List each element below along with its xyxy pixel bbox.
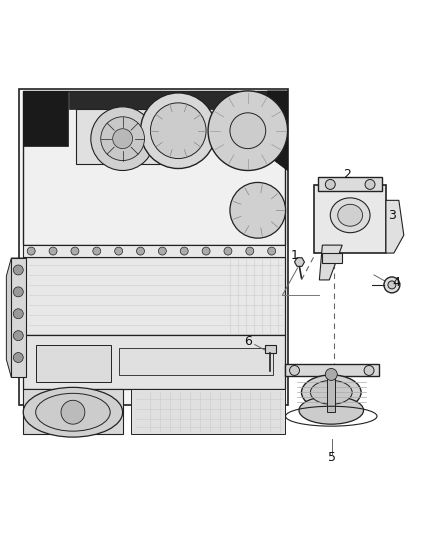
Circle shape	[101, 117, 145, 160]
Bar	[265, 345, 276, 352]
Bar	[69, 91, 285, 109]
Bar	[131, 389, 285, 434]
Ellipse shape	[311, 381, 352, 404]
FancyBboxPatch shape	[19, 89, 288, 405]
Circle shape	[27, 247, 35, 255]
Circle shape	[49, 247, 57, 255]
Circle shape	[230, 113, 266, 149]
Circle shape	[224, 247, 232, 255]
Text: 2: 2	[343, 168, 351, 181]
Ellipse shape	[301, 375, 361, 410]
Polygon shape	[386, 200, 404, 253]
Circle shape	[384, 277, 400, 293]
Circle shape	[61, 400, 85, 424]
Bar	[11, 258, 26, 377]
Ellipse shape	[338, 204, 363, 226]
Text: 3: 3	[388, 209, 396, 222]
Polygon shape	[7, 258, 23, 377]
Circle shape	[202, 247, 210, 255]
Circle shape	[364, 366, 374, 375]
Circle shape	[230, 182, 286, 238]
Circle shape	[325, 180, 335, 189]
Circle shape	[365, 180, 375, 189]
Circle shape	[150, 103, 206, 158]
Circle shape	[388, 281, 396, 289]
Circle shape	[159, 247, 166, 255]
Circle shape	[115, 247, 123, 255]
Circle shape	[141, 93, 216, 168]
Circle shape	[93, 247, 101, 255]
Ellipse shape	[330, 198, 370, 233]
Circle shape	[71, 247, 79, 255]
Text: 4: 4	[392, 277, 400, 289]
Polygon shape	[319, 245, 342, 280]
Bar	[23, 257, 285, 335]
Bar	[23, 91, 285, 245]
Circle shape	[13, 330, 23, 341]
Circle shape	[268, 247, 276, 255]
Bar	[23, 335, 285, 389]
Ellipse shape	[35, 393, 110, 431]
Circle shape	[91, 107, 155, 171]
Polygon shape	[294, 258, 304, 266]
Circle shape	[246, 247, 254, 255]
Circle shape	[113, 129, 133, 149]
Circle shape	[13, 352, 23, 362]
Text: 1: 1	[290, 248, 298, 262]
Polygon shape	[268, 91, 288, 171]
Bar	[318, 177, 382, 191]
Bar	[314, 185, 386, 253]
Circle shape	[180, 247, 188, 255]
Bar	[119, 348, 273, 375]
Bar	[23, 389, 123, 434]
Ellipse shape	[23, 387, 123, 437]
Ellipse shape	[299, 397, 364, 424]
Circle shape	[13, 309, 23, 319]
Bar	[23, 91, 68, 146]
Bar	[327, 375, 335, 412]
Circle shape	[325, 368, 337, 381]
Bar	[285, 365, 379, 376]
Bar	[23, 245, 285, 257]
Text: 6: 6	[244, 335, 252, 348]
Bar	[322, 253, 342, 263]
Text: 5: 5	[328, 450, 336, 464]
Circle shape	[208, 91, 288, 171]
Circle shape	[137, 247, 145, 255]
Circle shape	[13, 287, 23, 297]
Bar	[76, 109, 170, 164]
Bar	[36, 345, 111, 382]
Circle shape	[13, 265, 23, 275]
Circle shape	[290, 366, 300, 375]
